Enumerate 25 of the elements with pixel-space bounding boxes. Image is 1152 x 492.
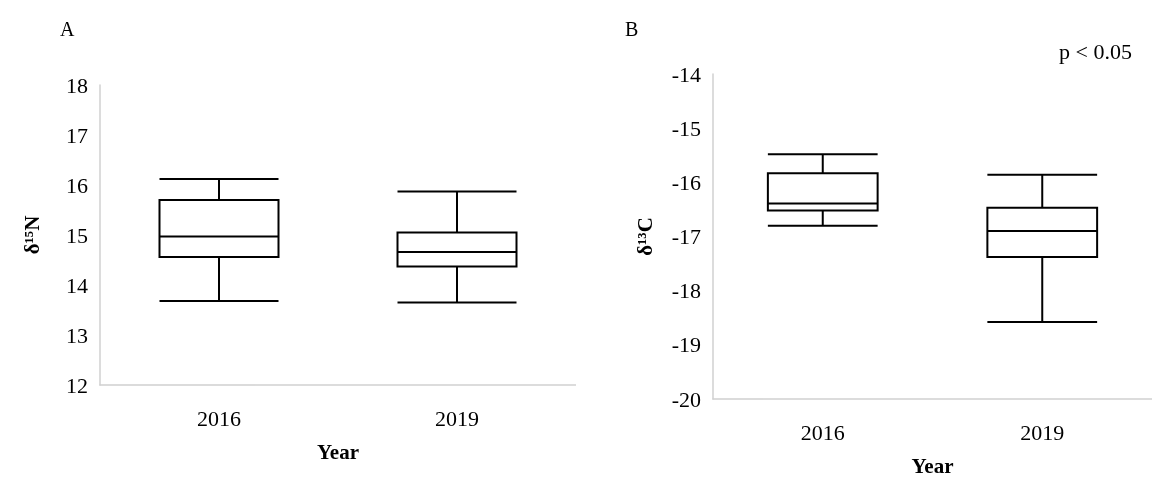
text: p < 0.05	[1059, 38, 1133, 64]
y-axis-title: δ¹⁵N	[19, 215, 44, 255]
y-tick-label: -19	[671, 332, 701, 358]
y-tick-label: -18	[671, 278, 701, 304]
y-tick-label: -17	[671, 224, 701, 249]
y-tick-label: -15	[671, 115, 701, 141]
y-tick-label: 15	[66, 222, 88, 248]
y-axis-title: δ¹³C	[632, 217, 657, 256]
x-tick-label: 2019	[1020, 419, 1065, 445]
y-tick-label: 12	[66, 372, 88, 398]
y-tick-label: 16	[66, 172, 88, 198]
x-tick-label: 2016	[800, 419, 845, 445]
x-axis-title: Year	[911, 453, 954, 478]
y-tick-label: 18	[66, 72, 88, 98]
y-tick-label: -14	[671, 61, 701, 87]
y-tick-label: 17	[66, 122, 88, 148]
y-tick-label: -16	[671, 169, 701, 195]
chart-title: B	[625, 18, 639, 40]
chart-title: A	[60, 18, 75, 40]
y-tick-label: 13	[66, 322, 88, 348]
y-tick-label: 14	[66, 272, 88, 298]
x-tick-label: 2019	[435, 405, 479, 431]
x-axis-title: Year	[317, 439, 359, 464]
y-tick-label: -20	[671, 386, 701, 412]
x-tick-label: 2016	[197, 405, 241, 431]
